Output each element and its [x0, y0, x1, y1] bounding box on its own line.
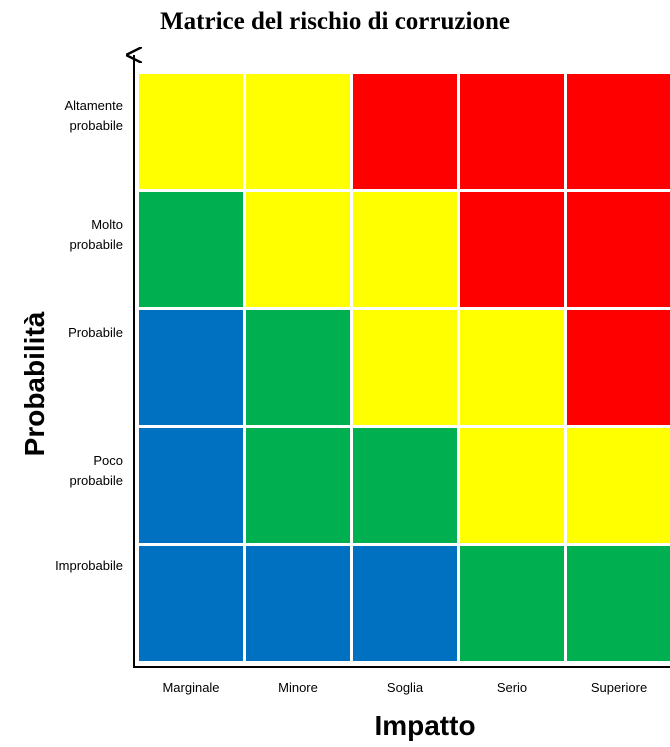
y-tick-label: Altamente probabile	[64, 98, 123, 133]
matrix-cell-4-5-yellow	[567, 428, 670, 543]
matrix-cell-1-4-red	[460, 74, 564, 189]
matrix-cell-1-5-red	[567, 74, 670, 189]
matrix-cell-4-2-green	[246, 428, 350, 543]
x-tick-label: Soglia	[387, 680, 424, 695]
matrix-cell-3-3-yellow	[353, 310, 457, 425]
matrix-cell-5-4-green	[460, 546, 564, 661]
matrix-cell-5-2-blue	[246, 546, 350, 661]
x-tick-labels: Marginale Minore Soglia Serio Superiore	[162, 680, 647, 695]
matrix-cell-1-2-yellow	[246, 74, 350, 189]
matrix-cell-5-3-blue	[353, 546, 457, 661]
x-tick-label: Minore	[278, 680, 318, 695]
matrix-cell-5-5-green	[567, 546, 670, 661]
matrix-cell-5-1-blue	[139, 546, 243, 661]
matrix-cell-3-5-red	[567, 310, 670, 425]
y-axis-title: Probabilità	[19, 311, 50, 456]
matrix-cell-1-1-yellow	[139, 74, 243, 189]
y-tick-labels: Altamente probabile Molto probabile Probabil…	[55, 98, 123, 573]
matrix-cell-1-3-red	[353, 74, 457, 189]
matrix-cell-2-5-red	[567, 192, 670, 307]
matrix-cell-3-2-green	[246, 310, 350, 425]
chart-title: Matrice del rischio di corruzione	[160, 8, 510, 35]
matrix-cell-3-4-yellow	[460, 310, 564, 425]
x-axis-title: Impatto	[374, 710, 475, 741]
matrix-cell-4-3-green	[353, 428, 457, 543]
matrix-cell-2-1-green	[139, 192, 243, 307]
matrix-cell-4-1-blue	[139, 428, 243, 543]
y-tick-label: Molto probabile	[70, 217, 124, 252]
matrix-cell-2-3-yellow	[353, 192, 457, 307]
y-tick-label: Poco probabile	[70, 453, 124, 488]
x-tick-label: Marginale	[162, 680, 219, 695]
matrix-cell-2-4-red	[460, 192, 564, 307]
x-tick-label: Superiore	[591, 680, 647, 695]
matrix-cell-2-2-yellow	[246, 192, 350, 307]
matrix-cell-4-4-yellow	[460, 428, 564, 543]
matrix-cell-3-1-blue	[139, 310, 243, 425]
y-tick-label: Improbabile	[55, 558, 123, 573]
y-tick-label: Probabile	[68, 325, 123, 340]
x-tick-label: Serio	[497, 680, 527, 695]
matrix-cells	[139, 74, 670, 661]
